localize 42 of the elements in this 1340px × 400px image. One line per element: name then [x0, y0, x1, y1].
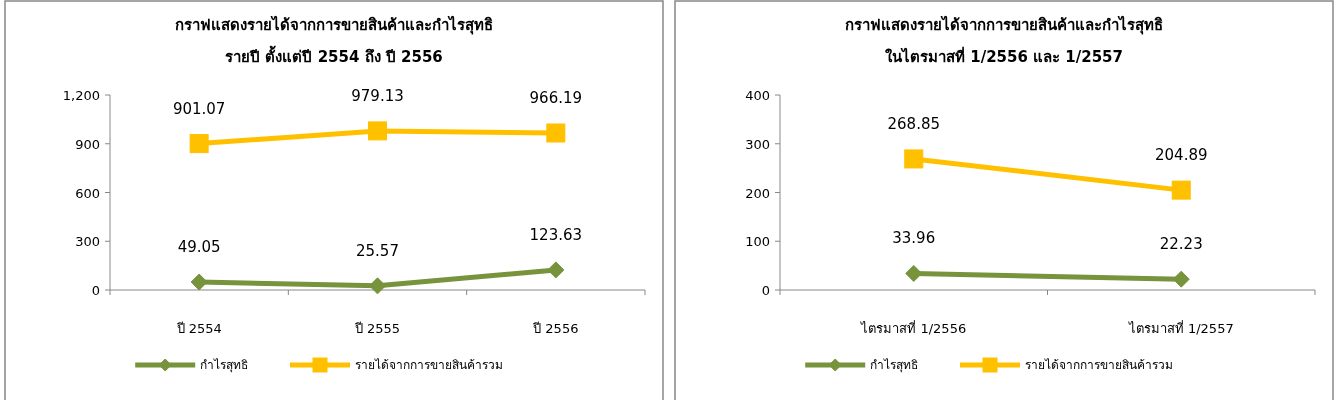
point: [904, 149, 924, 169]
y-tick-label: 0: [91, 283, 100, 298]
point: [369, 277, 386, 295]
point: [190, 273, 208, 291]
legend-label: กำไรสุทธิ: [870, 358, 919, 373]
legend-label: รายได้จากการขายสินค้ารวม: [1025, 358, 1173, 372]
data-label: 25.57: [356, 241, 399, 260]
y-tick-label: 300: [75, 234, 100, 250]
y-tick-label: 600: [75, 185, 100, 201]
data-label: 204.89: [1155, 146, 1208, 165]
data-label: 268.85: [887, 114, 940, 133]
data-label: 966.19: [529, 88, 583, 107]
y-tick-label: 900: [75, 136, 100, 152]
chart-subtitle: รายปี ตั้งแต่ปี 2554 ถึง ปี 2556: [225, 45, 443, 66]
x-tick-label: ไตรมาสที่ 1/2557: [1127, 320, 1234, 336]
chart-subtitle: ในไตรมาสที่ 1/2556 และ 1/2557: [885, 46, 1123, 66]
data-label: 979.13: [351, 86, 404, 105]
y-tick-label: 400: [745, 88, 770, 103]
x-tick-label: ปี 2554: [175, 321, 222, 336]
point: [368, 121, 387, 141]
x-tick-label: ไตรมาสที่ 1/2556: [860, 320, 967, 336]
point: [546, 123, 566, 143]
point: [189, 134, 209, 154]
x-tick-label: ปี 2556: [532, 321, 579, 336]
y-tick-label: 0: [761, 283, 770, 298]
legend-label: กำไรสุทธิ: [200, 358, 249, 373]
point: [905, 264, 923, 282]
chart-title: กราฟแสดงรายได้จากการขายสินค้าและกำไรสุทธิ: [845, 15, 1163, 35]
y-tick-label: 1,200: [62, 88, 100, 103]
y-tick-label: 200: [745, 185, 770, 201]
legend-label: รายได้จากการขายสินค้ารวม: [355, 358, 503, 372]
point: [547, 261, 565, 279]
data-label: 123.63: [529, 225, 583, 244]
y-tick-label: 300: [745, 136, 770, 152]
chart-title: กราฟแสดงรายได้จากการขายสินค้าและกำไรสุทธิ: [175, 15, 493, 35]
data-label: 49.05: [177, 238, 221, 257]
data-label: 33.96: [892, 229, 936, 248]
point: [1171, 180, 1191, 200]
data-label: 22.23: [1159, 235, 1203, 254]
x-tick-label: ปี 2555: [353, 321, 401, 336]
data-label: 901.07: [172, 99, 226, 118]
y-tick-label: 100: [745, 234, 770, 250]
